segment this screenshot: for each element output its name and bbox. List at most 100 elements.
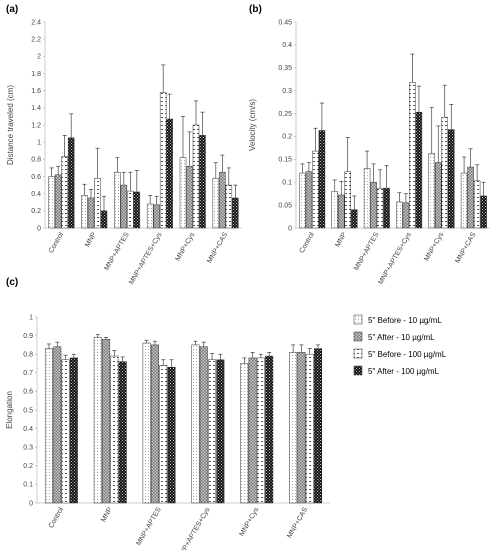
bar	[191, 344, 200, 504]
bar	[256, 357, 265, 504]
bar	[297, 352, 306, 504]
y-tick-label: 0.8	[23, 352, 33, 359]
bar	[370, 181, 377, 229]
bar	[225, 184, 233, 229]
legend-swatch	[353, 314, 363, 325]
y-tick-label: 0.2	[282, 134, 292, 141]
y-tick-label: 2.2	[31, 36, 41, 43]
category-label: MNP+APTES+Cys	[377, 231, 413, 286]
legend-label: 5" After - 100 µg/mL	[368, 367, 440, 376]
category-label: MNP+APTES+Cys	[176, 506, 212, 550]
bar	[240, 363, 249, 504]
bar	[338, 194, 345, 229]
bar	[54, 174, 62, 229]
bar	[383, 187, 390, 229]
category-label: Control	[48, 231, 66, 254]
y-axis-title: Velocity (cm/s)	[248, 99, 257, 151]
bar	[305, 353, 314, 504]
y-tick-label: 0.4	[31, 191, 41, 198]
bar	[376, 187, 384, 229]
panel-a-chart: 0 0.2 0.4 0.6 0.8 1 1.2 1.4 1.6 1.8 2 2.2 2.4 Distanc…	[6, 19, 242, 286]
bar	[460, 172, 468, 229]
bar	[159, 365, 168, 504]
bar	[186, 165, 193, 229]
y-tick-label: 0.1	[282, 180, 292, 187]
bar	[199, 135, 206, 229]
bar	[314, 348, 323, 504]
y-tick-label: 0.15	[278, 157, 292, 164]
panel-b-chart: 0 0.05 0.1 0.15 0.2 0.25 0.3 0.35 0.4 0.45 Velocit…	[248, 19, 490, 286]
bar	[212, 177, 220, 229]
bar	[318, 130, 326, 229]
bar	[299, 172, 306, 229]
bar	[94, 177, 101, 229]
bar	[179, 157, 187, 229]
y-tick-label: 1	[29, 314, 33, 321]
bar	[351, 209, 358, 229]
bar	[69, 357, 78, 504]
bar	[153, 204, 160, 229]
category-label: MNP+CAS	[454, 231, 477, 264]
y-tick-label: 0.35	[278, 65, 292, 72]
y-tick-label: 0	[29, 500, 33, 507]
legend-swatch	[353, 331, 363, 342]
bar	[396, 201, 403, 229]
bar	[448, 129, 455, 229]
bar	[216, 359, 225, 504]
y-tick-label: 1.8	[31, 71, 41, 78]
y-tick-label: 2.4	[31, 19, 41, 26]
bar	[166, 118, 173, 229]
bar	[53, 346, 62, 504]
bar	[127, 190, 134, 229]
legend-swatch	[353, 348, 363, 359]
panel-a-label: (a)	[6, 4, 18, 15]
category-label: MNP+APTES	[135, 506, 163, 547]
y-tick-label: 0.8	[31, 157, 41, 164]
bar	[232, 197, 239, 229]
y-tick-label: 0.3	[23, 445, 33, 452]
bar	[81, 195, 88, 229]
bar	[61, 156, 68, 229]
y-tick-label: 0.6	[31, 174, 41, 181]
bar	[93, 337, 102, 504]
y-tick-label: 0.4	[282, 42, 292, 49]
y-tick-label: 0	[37, 225, 41, 232]
y-tick-label: 0.45	[278, 19, 292, 26]
legend-label: 5" Before - 100 µg/mL	[368, 350, 447, 359]
y-tick-label: 0.25	[278, 111, 292, 118]
bar	[146, 203, 154, 229]
category-label: Control	[299, 231, 317, 254]
bar	[114, 171, 121, 229]
bar	[192, 124, 200, 229]
bar	[48, 176, 55, 229]
y-tick-label: 0.4	[23, 426, 33, 433]
category-label: MNP+APTES+Cys	[128, 231, 164, 286]
panel-c-label: (c)	[6, 277, 18, 288]
y-tick-label: 0.6	[23, 389, 33, 396]
y-tick-label: 1	[37, 139, 41, 146]
bar	[219, 171, 226, 229]
category-label: MNP	[84, 231, 98, 248]
category-label: MNP+CAS	[206, 231, 229, 264]
panel-c-chart: 0 0.1 0.2 0.3 0.4 0.5 0.6 0.7 0.8 0.9 1 Elongation C…	[5, 314, 330, 550]
bar	[480, 195, 487, 229]
bar	[133, 191, 141, 229]
bar	[120, 184, 128, 229]
y-tick-label: 2	[37, 54, 41, 61]
y-axis-title: Distance traveled (cm)	[6, 85, 15, 165]
bar	[402, 202, 410, 229]
y-tick-label: 0.1	[23, 482, 33, 489]
y-tick-label: 0.7	[23, 370, 33, 377]
category-label: MNP+APTES	[353, 231, 381, 272]
y-tick-label: 1.6	[31, 88, 41, 95]
bar	[87, 197, 95, 229]
bar	[67, 137, 75, 229]
y-tick-label: 0.2	[23, 463, 33, 470]
y-tick-label: 1.4	[31, 105, 41, 112]
bar	[167, 366, 176, 504]
y-tick-label: 0.9	[23, 333, 33, 340]
bar	[312, 150, 319, 229]
category-label: MNP+APTES	[103, 231, 131, 272]
bar	[61, 359, 70, 504]
y-tick-label: 0.5	[23, 407, 33, 414]
